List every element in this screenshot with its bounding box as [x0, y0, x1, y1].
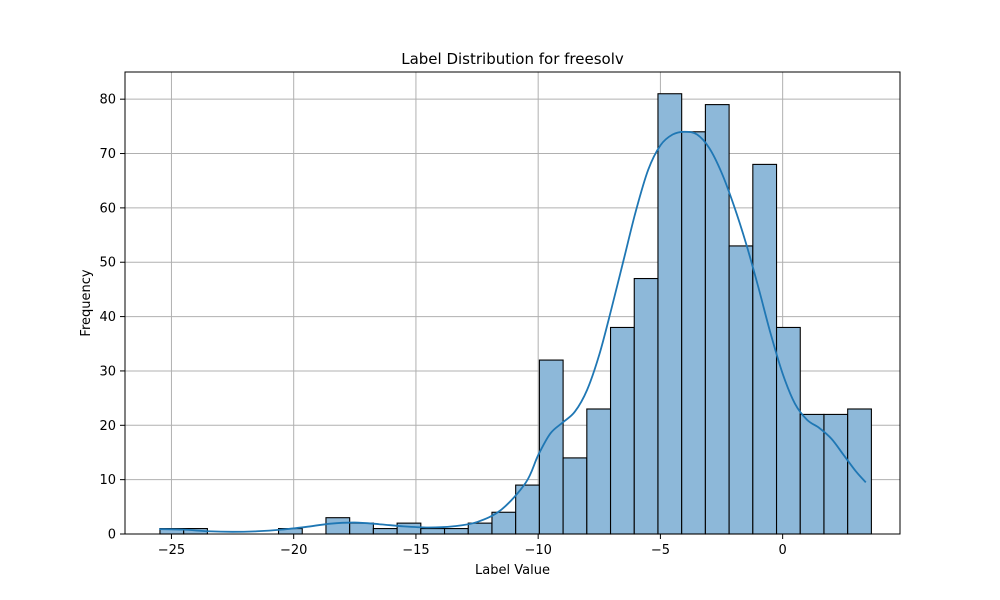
x-axis-ticks: −25 −20 −15 −10 −5 0 — [158, 534, 787, 558]
histogram-bar — [420, 528, 446, 535]
x-axis-title: Label Value — [475, 563, 550, 578]
histogram-bar — [491, 511, 517, 535]
histogram-bar — [775, 326, 801, 535]
y-tick-label: 50 — [99, 256, 116, 271]
x-tick-label: −25 — [158, 543, 185, 558]
y-tick-label: 40 — [99, 310, 116, 325]
histogram-bar — [752, 163, 778, 535]
histogram-bar — [349, 522, 374, 535]
plot-frame — [124, 71, 901, 535]
y-axis-ticks: 0 10 20 30 40 50 60 70 80 — [99, 93, 125, 543]
histogram-bar — [657, 93, 683, 535]
histogram-bar — [396, 522, 422, 535]
histogram-bar — [847, 408, 872, 535]
histogram-bar — [562, 457, 588, 535]
x-tick-label: −10 — [524, 543, 551, 558]
x-tick-label: −20 — [280, 543, 307, 558]
histogram-bar — [823, 413, 849, 535]
histogram-bar — [372, 528, 398, 535]
histogram-bar — [443, 528, 469, 535]
histogram-bar — [609, 326, 635, 535]
y-tick-label: 60 — [99, 201, 116, 216]
histogram-bar — [586, 408, 612, 535]
histogram-bar — [633, 277, 659, 535]
y-tick-label: 80 — [99, 93, 116, 108]
y-tick-label: 70 — [99, 147, 116, 162]
y-axis-title: Frequency — [79, 269, 94, 336]
kde-curve — [159, 130, 867, 533]
y-tick-label: 30 — [99, 364, 116, 379]
histogram-bar — [799, 413, 825, 535]
histogram-bar — [681, 131, 706, 535]
y-tick-label: 20 — [99, 419, 116, 434]
x-tick-label: 0 — [779, 543, 787, 558]
x-tick-label: −15 — [402, 543, 429, 558]
histogram-bar — [704, 104, 730, 535]
kde-line — [159, 130, 867, 533]
y-tick-label: 0 — [108, 528, 116, 543]
y-tick-label: 10 — [99, 473, 116, 488]
chart-title: Label Distribution for freesolv — [401, 50, 624, 68]
histogram-bar — [467, 522, 493, 535]
histogram-bar — [728, 245, 754, 535]
histogram-bars — [159, 93, 872, 535]
x-tick-label: −5 — [651, 543, 670, 558]
histogram-bar — [325, 517, 351, 535]
